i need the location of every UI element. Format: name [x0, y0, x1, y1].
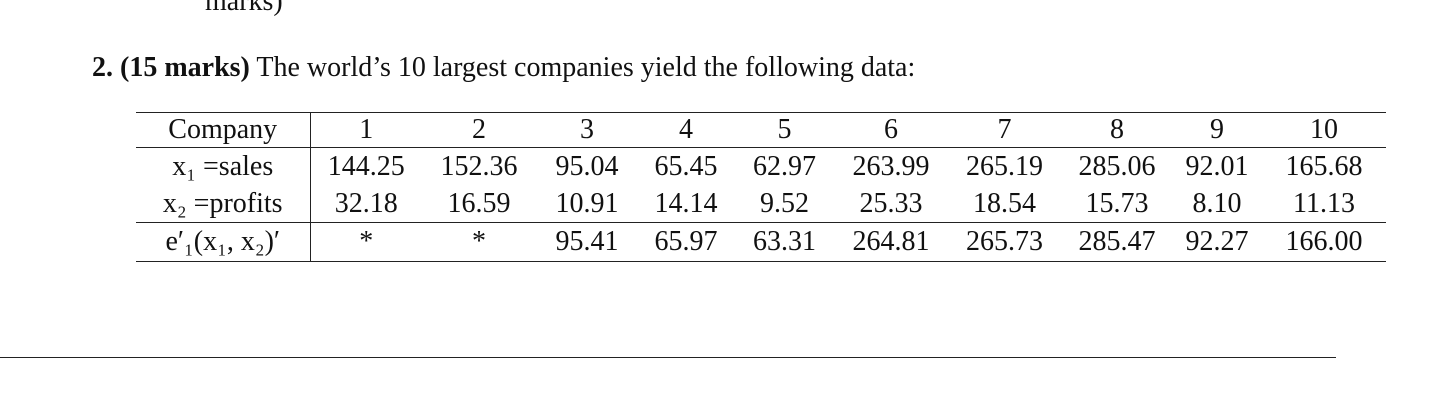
cell: *	[422, 222, 536, 262]
question-marks: (15 marks)	[120, 52, 250, 83]
data-row: x₂ =profits 32.18 16.59 10.91 14.14 9.52 25.33…	[136, 185, 1386, 223]
cell: 6	[835, 112, 947, 148]
cell: 65.97	[638, 222, 734, 262]
data-table: Company 1 2 3 4 5 6 7 8 9 10 x₁ =sales 144.25 152.36 9…	[136, 112, 1386, 262]
cell: 62.97	[753, 150, 816, 182]
cell: 10	[1262, 112, 1386, 148]
cell: 16.59	[447, 187, 511, 219]
cell: 285.47	[1062, 222, 1172, 262]
cell: 285.06	[1078, 150, 1156, 182]
row-label: e′₁(x₁, x₂)′	[136, 222, 311, 262]
cell: 18.54	[973, 187, 1036, 219]
cell: 63.31	[734, 222, 835, 262]
cell: 265.73	[947, 222, 1062, 262]
header-row: Company 1 2 3 4 5 6 7 8 9 10	[136, 112, 1386, 148]
cell: 1	[310, 112, 422, 148]
row-label: x₂ =profits	[136, 185, 311, 223]
row-label: Company	[136, 112, 311, 148]
cell: 263.99	[852, 150, 930, 182]
separator-rule	[0, 357, 1336, 358]
cell: 5	[734, 112, 835, 148]
cell: 265.19	[966, 150, 1043, 182]
cell: 264.81	[835, 222, 947, 262]
question-number: 2.	[92, 52, 113, 83]
cell: 95.41	[536, 222, 638, 262]
cell: 25.33	[859, 187, 923, 219]
cell: 95.04	[555, 150, 619, 182]
cell: 166.00	[1262, 222, 1386, 262]
cell: *	[310, 222, 422, 262]
cell: 8	[1062, 112, 1172, 148]
question: 2. (15 marks) The world’s 10 largest com…	[92, 52, 915, 84]
data-row: x₁ =sales 144.25 152.36 95.04 65.45 62.97 263.…	[136, 147, 1386, 185]
data-row: e′₁(x₁, x₂)′ * * 95.41 65.97 63.31 264.81 265.7…	[136, 222, 1386, 262]
previous-fragment: marks)	[205, 0, 283, 17]
question-text: The world’s 10 largest companies yield t…	[256, 52, 916, 83]
cell: 32.18	[334, 187, 398, 219]
cell: 3	[536, 112, 638, 148]
cell: 8.10	[1192, 187, 1242, 219]
cell: 165.68	[1285, 150, 1363, 182]
cell: 144.25	[327, 150, 405, 182]
cell: 92.27	[1172, 222, 1262, 262]
cell: 14.14	[654, 187, 718, 219]
cell: 2	[422, 112, 536, 148]
cell: 10.91	[555, 187, 619, 219]
cell: 7	[947, 112, 1062, 148]
cell: 92.01	[1185, 150, 1249, 182]
cell: 9.52	[760, 187, 809, 219]
cell: 11.13	[1293, 187, 1355, 219]
cell: 4	[638, 112, 734, 148]
row-label: x₁ =sales	[136, 147, 311, 185]
cell: 9	[1172, 112, 1262, 148]
cell: 15.73	[1085, 187, 1149, 219]
cell: 152.36	[440, 150, 518, 182]
cell: 65.45	[654, 150, 718, 182]
